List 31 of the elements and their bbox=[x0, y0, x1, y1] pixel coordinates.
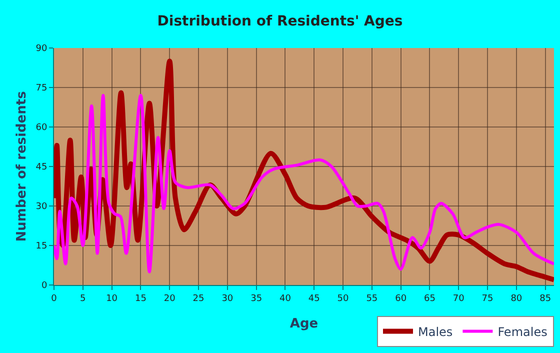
line-series bbox=[54, 94, 554, 274]
y-tick-label: 45 bbox=[36, 162, 48, 173]
x-tick-label: 5 bbox=[80, 294, 86, 304]
x-tick-label: 25 bbox=[192, 294, 204, 304]
y-tick-label: 60 bbox=[36, 123, 48, 134]
x-tick-label: 20 bbox=[164, 294, 176, 304]
x-tick-label: 65 bbox=[424, 294, 436, 304]
legend-label: Males bbox=[418, 324, 453, 339]
legend-label: Females bbox=[498, 324, 548, 339]
y-tick-label: 15 bbox=[36, 242, 48, 252]
x-tick-label: 85 bbox=[540, 294, 552, 304]
x-tick-label: 15 bbox=[134, 294, 146, 304]
x-tick-label: 30 bbox=[222, 294, 234, 304]
x-tick-label: 80 bbox=[510, 294, 522, 304]
x-tick-label: 75 bbox=[482, 294, 494, 304]
y-tick-label: 30 bbox=[36, 202, 48, 212]
y-axis-title: Number of residents bbox=[14, 90, 30, 242]
x-tick-label: 55 bbox=[366, 294, 378, 304]
x-tick-label: 60 bbox=[395, 294, 407, 304]
x-axis-title: Age bbox=[290, 316, 318, 332]
x-tick-label: 40 bbox=[279, 294, 292, 304]
x-tick-label: 50 bbox=[337, 294, 350, 304]
chart-title: Distribution of Residents' Ages bbox=[157, 14, 403, 30]
y-tick-label: 75 bbox=[36, 84, 48, 94]
x-tick-label: 45 bbox=[308, 294, 320, 304]
y-tick-label: 0 bbox=[41, 281, 48, 292]
x-tick-label: 10 bbox=[106, 294, 118, 304]
x-tick-label: 70 bbox=[452, 294, 465, 304]
y-tick-label: 90 bbox=[36, 44, 48, 54]
x-tick-label: 0 bbox=[51, 294, 58, 304]
x-tick-label: 35 bbox=[250, 294, 262, 304]
